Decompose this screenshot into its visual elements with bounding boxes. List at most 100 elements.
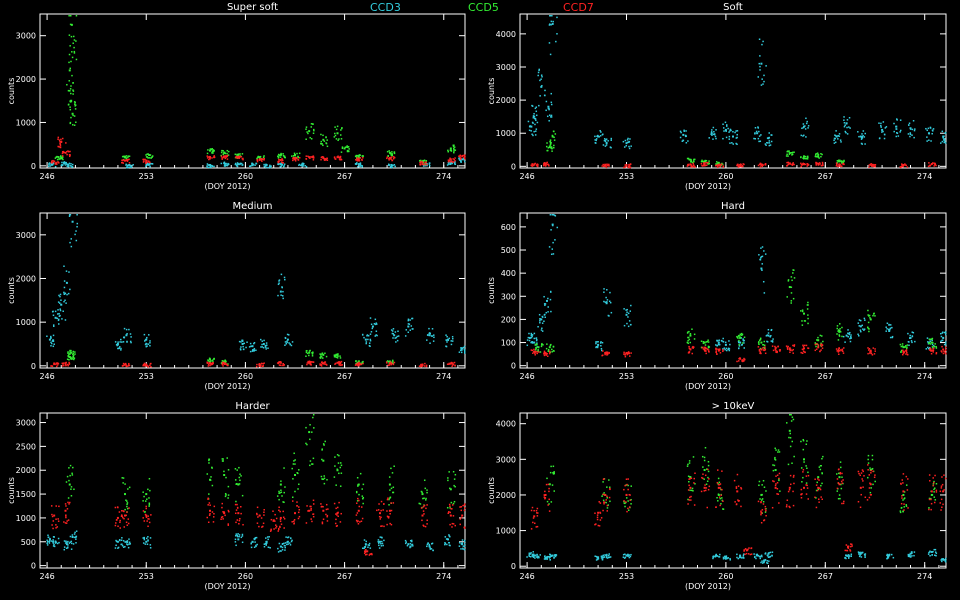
data-point bbox=[421, 491, 423, 494]
data-point bbox=[606, 557, 609, 559]
data-point bbox=[305, 355, 307, 357]
data-point bbox=[72, 114, 74, 117]
data-point bbox=[206, 166, 209, 169]
data-point bbox=[908, 122, 911, 125]
data-point bbox=[71, 74, 73, 77]
data-point bbox=[76, 225, 78, 228]
data-point bbox=[283, 156, 286, 159]
data-point bbox=[145, 540, 148, 543]
data-point bbox=[323, 477, 326, 480]
data-point bbox=[412, 545, 414, 547]
data-point bbox=[126, 502, 129, 504]
data-point bbox=[262, 522, 265, 525]
data-point bbox=[869, 351, 871, 353]
data-point bbox=[883, 133, 886, 136]
data-point bbox=[320, 158, 322, 161]
data-point bbox=[335, 507, 337, 510]
data-point bbox=[291, 539, 293, 542]
data-point bbox=[279, 364, 282, 367]
data-point bbox=[760, 62, 763, 65]
data-point bbox=[282, 516, 285, 519]
data-point bbox=[224, 361, 227, 364]
data-point bbox=[63, 286, 66, 289]
data-point bbox=[820, 342, 822, 345]
data-point bbox=[902, 165, 904, 167]
data-point bbox=[279, 545, 282, 548]
data-point bbox=[536, 507, 539, 510]
data-point bbox=[121, 510, 123, 512]
data-point bbox=[899, 510, 902, 512]
data-point bbox=[254, 164, 256, 166]
data-point bbox=[763, 559, 766, 562]
data-point bbox=[461, 158, 464, 161]
data-point bbox=[605, 499, 607, 501]
data-point bbox=[841, 476, 843, 478]
data-point bbox=[600, 555, 603, 558]
data-point bbox=[817, 346, 820, 349]
data-point bbox=[211, 511, 214, 513]
data-point bbox=[424, 161, 427, 163]
data-point bbox=[913, 551, 916, 553]
data-point bbox=[240, 346, 242, 348]
data-point bbox=[60, 303, 63, 306]
data-point bbox=[792, 272, 794, 274]
data-point bbox=[71, 534, 74, 536]
data-point bbox=[541, 315, 544, 318]
data-point bbox=[61, 152, 64, 155]
data-point bbox=[817, 336, 819, 339]
data-point bbox=[305, 350, 308, 352]
data-point bbox=[759, 338, 762, 341]
data-point bbox=[126, 540, 129, 542]
data-point bbox=[57, 138, 59, 140]
data-point bbox=[911, 552, 913, 555]
data-point bbox=[605, 166, 608, 169]
data-point bbox=[360, 363, 362, 366]
data-point bbox=[369, 547, 372, 549]
data-point bbox=[280, 523, 283, 525]
data-point bbox=[209, 362, 211, 365]
data-point bbox=[863, 317, 866, 320]
data-point bbox=[128, 507, 130, 509]
data-point bbox=[390, 165, 392, 168]
data-point bbox=[293, 522, 295, 524]
data-point bbox=[142, 537, 144, 539]
data-point bbox=[689, 478, 691, 480]
data-point bbox=[805, 475, 808, 477]
x-tick-label: 260 bbox=[718, 572, 733, 581]
data-point bbox=[885, 126, 888, 128]
data-point bbox=[211, 484, 214, 487]
data-point bbox=[736, 556, 738, 559]
data-point bbox=[550, 343, 552, 346]
data-point bbox=[541, 342, 543, 345]
data-point bbox=[531, 341, 534, 343]
data-point bbox=[305, 351, 308, 354]
data-point bbox=[769, 144, 772, 146]
data-point bbox=[283, 163, 286, 165]
data-point bbox=[847, 336, 849, 338]
data-point bbox=[805, 136, 807, 138]
data-point bbox=[717, 349, 720, 352]
data-point bbox=[712, 557, 714, 560]
data-point bbox=[821, 347, 824, 349]
y-tick-label: 1000 bbox=[496, 129, 516, 138]
data-point bbox=[448, 337, 451, 340]
data-point bbox=[144, 543, 147, 545]
data-point bbox=[335, 484, 337, 486]
data-point bbox=[889, 327, 892, 329]
data-point bbox=[754, 138, 757, 140]
data-point bbox=[409, 319, 411, 321]
data-point bbox=[909, 334, 911, 337]
data-point bbox=[145, 363, 148, 366]
data-point bbox=[760, 493, 763, 496]
data-point bbox=[861, 137, 864, 139]
data-point bbox=[227, 497, 229, 499]
data-point bbox=[602, 554, 605, 557]
data-point bbox=[393, 151, 396, 154]
data-point bbox=[737, 360, 740, 362]
data-point bbox=[837, 339, 840, 341]
legend-ccd3: CCD3 bbox=[370, 1, 401, 14]
data-point bbox=[309, 136, 311, 139]
data-point bbox=[146, 153, 148, 155]
data-point bbox=[227, 494, 230, 496]
data-point bbox=[253, 538, 255, 540]
